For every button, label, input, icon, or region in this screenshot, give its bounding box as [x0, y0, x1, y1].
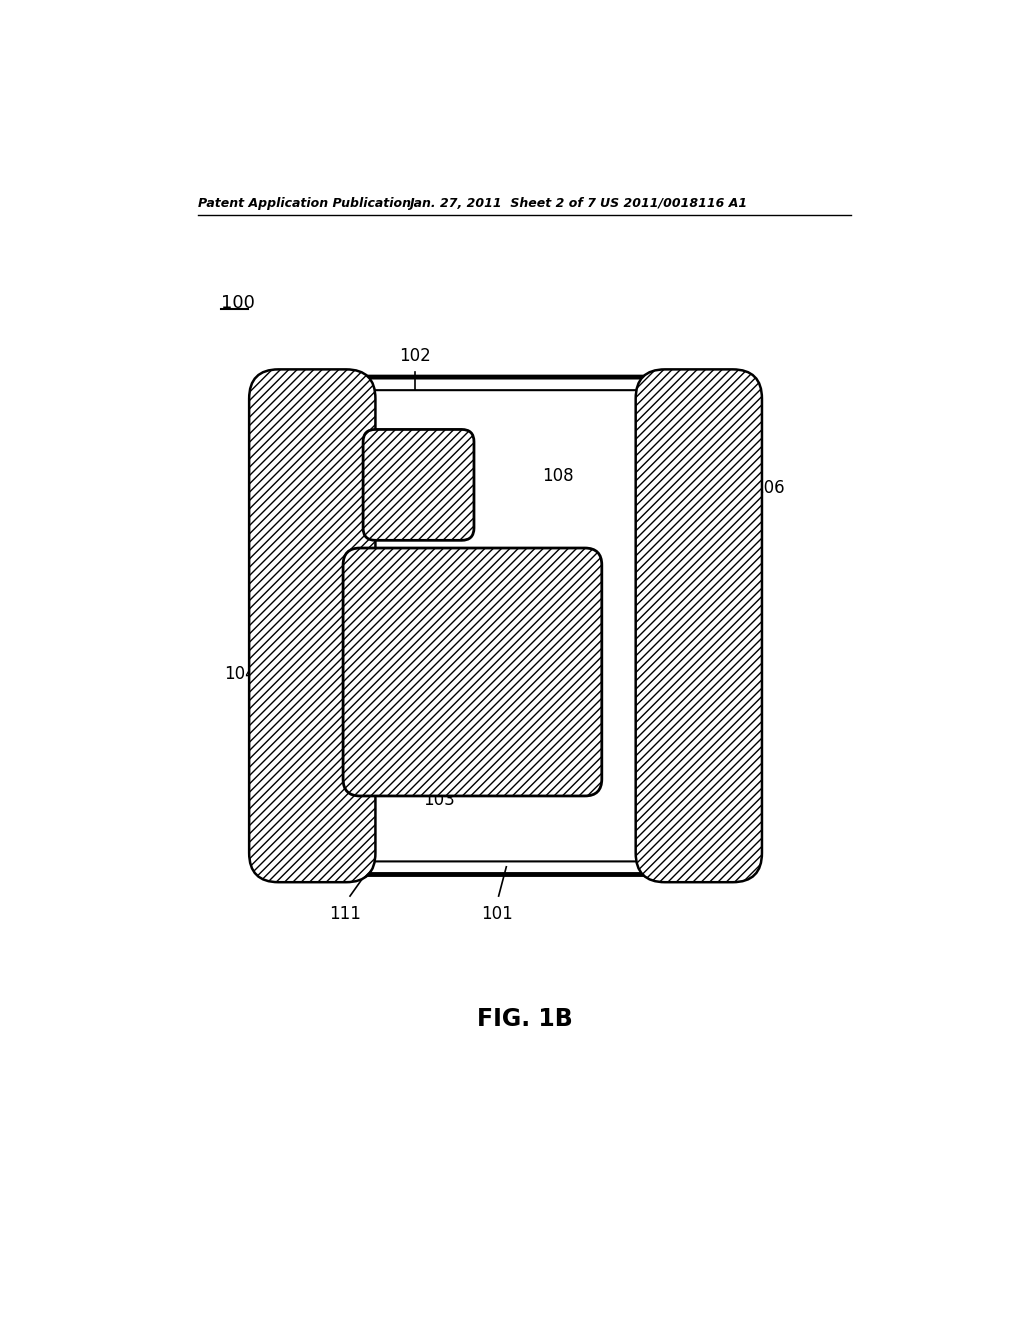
Text: 111: 111 [329, 906, 360, 923]
Text: 104: 104 [223, 665, 255, 684]
Text: 105: 105 [332, 462, 364, 480]
Text: Jan. 27, 2011  Sheet 2 of 7: Jan. 27, 2011 Sheet 2 of 7 [410, 197, 596, 210]
Text: 108: 108 [542, 467, 573, 484]
FancyBboxPatch shape [343, 548, 602, 796]
Text: FIG. 1B: FIG. 1B [477, 1007, 572, 1031]
FancyBboxPatch shape [636, 370, 762, 882]
Text: 103: 103 [423, 792, 455, 809]
FancyBboxPatch shape [270, 391, 741, 862]
Text: 100: 100 [221, 294, 255, 312]
Text: 106: 106 [753, 479, 784, 496]
FancyBboxPatch shape [249, 370, 376, 882]
FancyBboxPatch shape [364, 429, 474, 540]
Text: 101: 101 [481, 906, 513, 923]
FancyBboxPatch shape [257, 378, 755, 874]
Text: Patent Application Publication: Patent Application Publication [199, 197, 412, 210]
Text: 102: 102 [399, 347, 431, 364]
Text: US 2011/0018116 A1: US 2011/0018116 A1 [600, 197, 748, 210]
